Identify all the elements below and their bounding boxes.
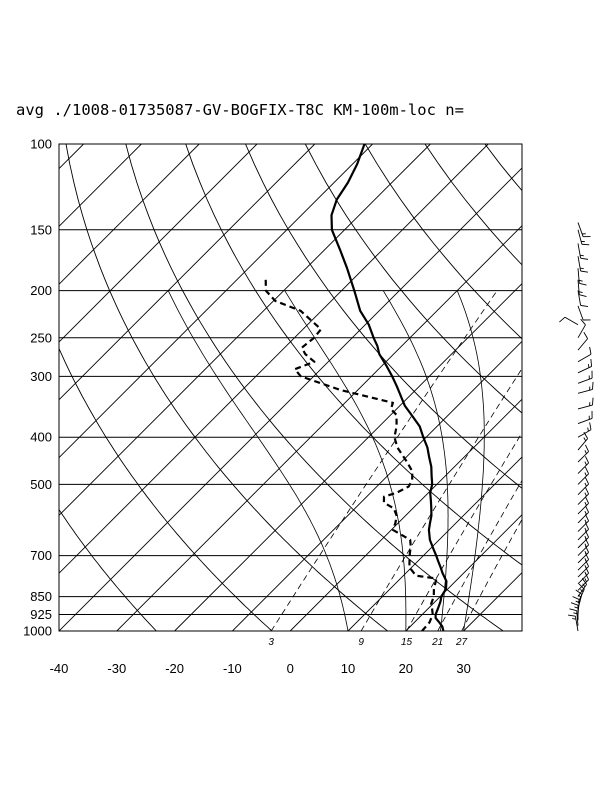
temperature-tick-label: 20 <box>399 661 413 676</box>
wind-barb <box>577 397 594 410</box>
temperature-tick-label: 0 <box>287 661 294 676</box>
wind-barb <box>577 346 592 363</box>
pressure-tick-label: 500 <box>30 477 52 492</box>
mixing-ratio-line <box>406 431 522 631</box>
dry-adiabat-line <box>245 144 522 489</box>
mixing-ratio-label: 9 <box>358 637 364 648</box>
pressure-tick-label: 250 <box>30 330 52 345</box>
plot-frame <box>58 143 523 632</box>
temperature-tick-label: -10 <box>223 661 242 676</box>
mixing-ratio-label: 21 <box>431 637 443 648</box>
isotherm-line <box>521 629 522 631</box>
wind-barb <box>577 422 592 438</box>
wind-barb <box>577 381 594 394</box>
wind-barb <box>577 243 588 260</box>
isotherm-line <box>59 144 373 459</box>
temperature-tick-label: -20 <box>165 661 184 676</box>
pressure-tick-label: 100 <box>30 137 52 152</box>
temperature-tick-label: -30 <box>107 661 126 676</box>
isotherm-line <box>59 144 200 285</box>
wind-barb <box>559 316 579 326</box>
temperature-axis-labels: -40 -30 -20 -10 0 10 20 30 <box>50 661 471 676</box>
wind-barb <box>577 522 590 541</box>
dry-adiabat-line <box>304 144 522 414</box>
isotherm-line <box>405 514 522 631</box>
pressure-tick-label: 400 <box>30 430 52 445</box>
dry-adiabat-line <box>424 144 522 266</box>
moist-adiabat-line <box>382 290 449 631</box>
wind-barb <box>577 222 591 238</box>
moist-adiabat-line <box>284 290 407 631</box>
temperature-tick-label: 10 <box>341 661 355 676</box>
mixing-ratio-line <box>437 479 522 631</box>
wind-barb <box>568 614 579 632</box>
temperature-trace <box>330 144 448 631</box>
pressure-tick-label: 200 <box>30 283 52 298</box>
wind-barb <box>577 538 590 556</box>
wind-barb <box>577 505 590 524</box>
pressure-tick-label: 300 <box>30 369 52 384</box>
pressure-axis-labels: 100 150 200 250 300 400 500 700 850 925 1000 <box>23 137 52 639</box>
wind-barb <box>577 268 587 286</box>
pressure-tick-label: 700 <box>30 548 52 563</box>
wind-barb <box>577 477 590 496</box>
wind-barb <box>577 279 587 297</box>
pressure-tick-label: 1000 <box>23 624 52 639</box>
dewpoint-trace <box>264 279 438 631</box>
wind-barbs <box>559 222 594 632</box>
temperature-tick-label: -40 <box>50 661 69 676</box>
mixing-ratio-label: 27 <box>455 637 468 648</box>
wind-barb <box>577 332 589 351</box>
wind-barb <box>569 608 579 626</box>
isotherm-line <box>289 398 522 631</box>
moist-adiabat-line <box>456 290 485 631</box>
mixing-ratio-labels: 3 9 15 21 27 <box>268 637 467 648</box>
pressure-tick-label: 925 <box>30 607 52 622</box>
isotherm-line <box>59 144 431 517</box>
isotherm-line <box>59 144 258 343</box>
mixing-ratio-label: 15 <box>401 637 413 648</box>
pressure-tick-label: 150 <box>30 222 52 237</box>
background-grid <box>59 144 612 631</box>
wind-barb <box>577 514 590 532</box>
chart-title: avg ./1008-01735087-GV-BOGFIX-T8C KM-100… <box>16 101 464 119</box>
wind-barb <box>577 456 590 474</box>
wind-barb <box>577 496 590 515</box>
moist-adiabat-line <box>167 290 349 631</box>
isotherm-line <box>347 456 522 631</box>
wind-barb <box>577 256 588 273</box>
isobar-lines <box>59 143 522 632</box>
dry-adiabat-line <box>364 144 522 340</box>
mixing-ratio-label: 3 <box>268 637 274 648</box>
wind-barb <box>577 530 590 549</box>
mixing-ratio-line <box>360 367 522 631</box>
wind-barb <box>577 318 586 339</box>
wind-barb <box>577 487 590 505</box>
wind-barb <box>577 411 593 424</box>
wind-barb <box>577 305 591 321</box>
wind-barb <box>577 359 593 374</box>
dry-adiabat-line <box>185 144 522 566</box>
mixing-ratio-line <box>270 290 498 631</box>
isotherm-line <box>59 144 142 228</box>
temperature-tick-label: 30 <box>456 661 470 676</box>
wind-barb <box>577 444 590 463</box>
dry-adiabat-line <box>65 144 388 631</box>
wind-barb <box>577 466 590 485</box>
mixing-ratio-line <box>461 518 522 631</box>
sounding-traces <box>264 144 448 631</box>
wind-barb <box>577 290 588 308</box>
isotherm-line <box>59 144 489 574</box>
dry-adiabat-line <box>545 144 612 631</box>
isotherm-line <box>232 340 522 631</box>
isotherm-line <box>174 282 522 631</box>
wind-barb <box>577 229 590 246</box>
isotherm-line <box>116 225 522 631</box>
isotherm-line <box>59 144 316 401</box>
pressure-tick-label: 850 <box>30 589 52 604</box>
wind-barb <box>577 370 593 384</box>
isotherm-line <box>59 167 522 631</box>
